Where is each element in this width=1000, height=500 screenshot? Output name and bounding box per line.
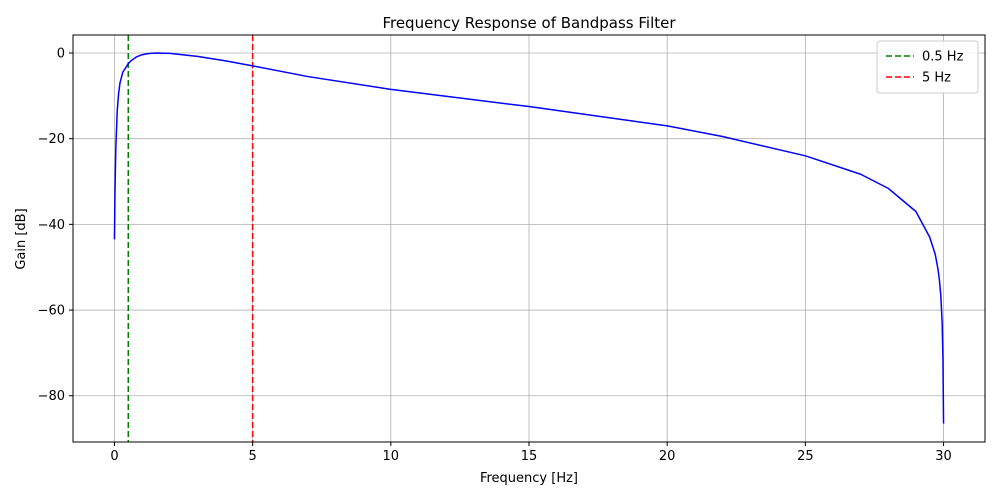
y-axis-label: Gain [dB] (14, 208, 29, 269)
y-tick-label: 0 (57, 46, 65, 61)
y-tick-label: −20 (38, 132, 65, 147)
y-tick-label: −40 (38, 218, 65, 233)
legend: 0.5 Hz 5 Hz (876, 40, 979, 94)
x-tick-label: 0 (110, 449, 118, 464)
x-axis: 0 5 10 15 20 25 30 (110, 442, 952, 464)
y-axis: 0 −20 −40 −60 −80 (38, 46, 73, 404)
legend-box (876, 40, 979, 94)
chart-title: Frequency Response of Bandpass Filter (382, 14, 676, 32)
legend-label: 0.5 Hz (922, 50, 964, 65)
grid (73, 35, 985, 442)
x-tick-label: 5 (248, 449, 256, 464)
reference-lines (127, 35, 254, 442)
y-tick-label: −80 (38, 389, 65, 404)
series-line-0 (113, 52, 945, 424)
x-tick-label: 30 (935, 449, 952, 464)
series-layer (113, 52, 945, 424)
x-tick-label: 10 (383, 449, 400, 464)
legend-label: 5 Hz (922, 71, 951, 86)
y-tick-label: −60 (38, 304, 65, 319)
x-tick-label: 15 (521, 449, 538, 464)
x-axis-label: Frequency [Hz] (480, 471, 578, 486)
x-tick-label: 20 (659, 449, 676, 464)
x-tick-label: 25 (797, 449, 814, 464)
